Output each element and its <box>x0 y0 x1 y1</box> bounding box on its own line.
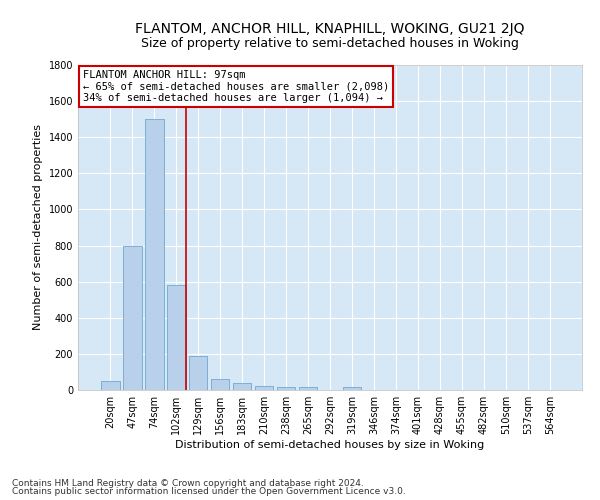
Bar <box>233 383 251 390</box>
Bar <box>145 119 164 390</box>
Text: Contains public sector information licensed under the Open Government Licence v3: Contains public sector information licen… <box>12 487 406 496</box>
Bar <box>123 246 142 390</box>
Text: Size of property relative to semi-detached houses in Woking: Size of property relative to semi-detach… <box>141 38 519 51</box>
Text: FLANTOM ANCHOR HILL: 97sqm
← 65% of semi-detached houses are smaller (2,098)
34%: FLANTOM ANCHOR HILL: 97sqm ← 65% of semi… <box>83 70 389 103</box>
Bar <box>343 388 361 390</box>
Bar <box>255 386 274 390</box>
Y-axis label: Number of semi-detached properties: Number of semi-detached properties <box>33 124 43 330</box>
Bar <box>299 388 317 390</box>
Text: FLANTOM, ANCHOR HILL, KNAPHILL, WOKING, GU21 2JQ: FLANTOM, ANCHOR HILL, KNAPHILL, WOKING, … <box>135 22 525 36</box>
Bar <box>211 379 229 390</box>
Bar <box>189 356 208 390</box>
X-axis label: Distribution of semi-detached houses by size in Woking: Distribution of semi-detached houses by … <box>175 440 485 450</box>
Text: Contains HM Land Registry data © Crown copyright and database right 2024.: Contains HM Land Registry data © Crown c… <box>12 478 364 488</box>
Bar <box>101 381 119 390</box>
Bar <box>277 388 295 390</box>
Bar <box>167 286 185 390</box>
